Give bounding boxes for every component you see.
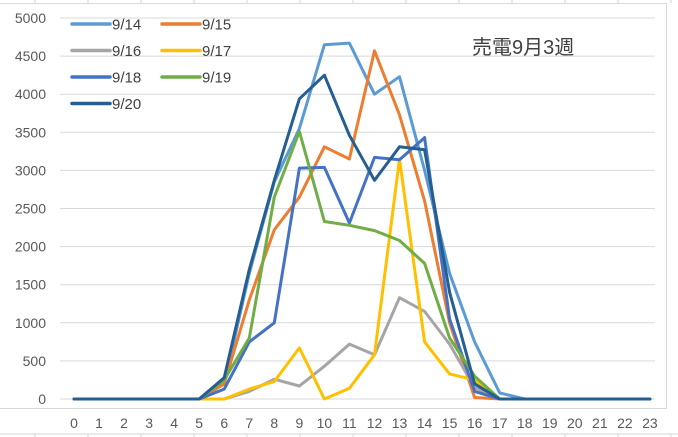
legend: 9/14 9/15 9/16 9/17 9/18 9/19 9/20 (70, 17, 231, 113)
x-tick-label: 8 (270, 415, 278, 431)
x-tick-label: 6 (220, 415, 228, 431)
legend-label: 9/16 (112, 43, 141, 60)
x-tick-label: 23 (642, 415, 658, 431)
y-tick-label: 0 (38, 391, 46, 407)
y-tick-label: 1500 (15, 277, 46, 293)
x-tick-label: 11 (342, 415, 357, 431)
series-line-9-17[interactable] (72, 157, 652, 401)
y-tick-label: 3500 (15, 124, 46, 140)
x-tick-label: 4 (170, 415, 178, 431)
legend-label: 9/18 (112, 70, 141, 87)
series-line-9-15[interactable] (72, 49, 652, 401)
x-tick-label: 14 (417, 415, 433, 431)
y-gridlines (60, 17, 655, 400)
series-line-9-16[interactable] (72, 296, 652, 401)
legend-label: 9/19 (202, 70, 231, 87)
chart-area[interactable] (0, 3, 667, 409)
legend-label: 9/14 (112, 17, 141, 34)
series-line-9-14[interactable] (72, 41, 652, 401)
y-tick-label: 1000 (15, 315, 46, 331)
x-tick-label: 0 (70, 415, 78, 431)
y-tick-label: 500 (23, 353, 47, 369)
x-tick-label: 15 (442, 415, 458, 431)
y-axis-ticks: 0 500 1000 1500 2000 2500 3000 3500 4000 4500 5000 (15, 10, 46, 407)
legend-item-9-17[interactable]: 9/17 (160, 43, 231, 60)
series-line-9-18[interactable] (72, 136, 652, 401)
legend-item-9-16[interactable]: 9/16 (70, 43, 141, 60)
x-tick-label: 18 (517, 415, 533, 431)
x-tick-label: 9 (295, 415, 303, 431)
y-tick-label: 5000 (15, 10, 46, 26)
y-tick-label: 3000 (15, 162, 46, 178)
series-line-9-19[interactable] (72, 130, 652, 401)
legend-label: 9/15 (202, 17, 231, 34)
x-tick-label: 16 (467, 415, 483, 431)
x-tick-label: 20 (567, 415, 583, 431)
y-tick-label: 2500 (15, 201, 46, 217)
x-tick-label: 21 (592, 415, 608, 431)
legend-item-9-20[interactable]: 9/20 (70, 96, 141, 113)
x-tick-label: 1 (95, 415, 103, 431)
x-tick-label: 5 (195, 415, 203, 431)
data-series (72, 41, 652, 401)
x-axis-ticks: 0 1 2 3 4 5 6 7 8 9 10 11 12 13 14 15 16 17 18 19 20 21 22 23 (70, 415, 658, 431)
x-tick-label: 10 (317, 415, 333, 431)
x-tick-label: 2 (120, 415, 128, 431)
legend-label: 9/20 (112, 96, 141, 113)
y-tick-label: 2000 (15, 239, 46, 255)
legend-label: 9/17 (202, 43, 231, 60)
legend-item-9-14[interactable]: 9/14 (70, 17, 141, 34)
y-tick-label: 4000 (15, 86, 46, 102)
x-tick-label: 12 (367, 415, 383, 431)
legend-item-9-15[interactable]: 9/15 (160, 17, 231, 34)
x-tick-label: 19 (542, 415, 558, 431)
legend-item-9-18[interactable]: 9/18 (70, 70, 141, 87)
y-tick-label: 4500 (15, 48, 46, 64)
x-tick-label: 7 (245, 415, 253, 431)
legend-item-9-19[interactable]: 9/19 (160, 70, 231, 87)
x-tick-label: 3 (145, 415, 153, 431)
x-tick-label: 22 (617, 415, 633, 431)
x-tick-label: 13 (392, 415, 408, 431)
chart-title: 売電9月3週 (472, 36, 574, 59)
x-tick-label: 17 (492, 415, 508, 431)
series-line-9-20[interactable] (72, 73, 652, 401)
